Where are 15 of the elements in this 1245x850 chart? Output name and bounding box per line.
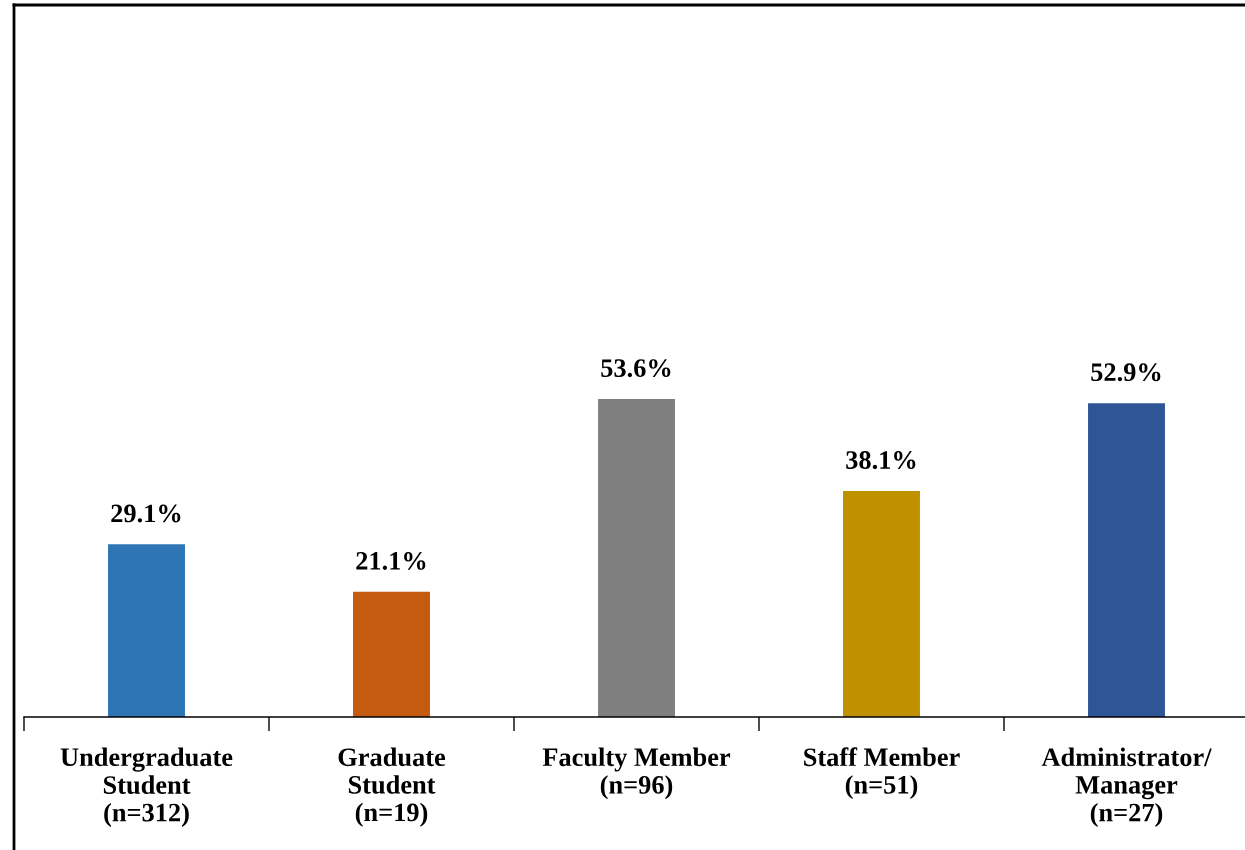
x-tick-label: Graduate Student (n=19) <box>338 747 446 827</box>
bar <box>843 490 920 717</box>
x-tick-label: Faculty Member (n=96) <box>542 747 731 800</box>
x-tick-label: Undergraduate Student (n=312) <box>60 747 233 827</box>
data-label: 52.9% <box>1091 363 1161 382</box>
data-label: 38.1% <box>846 451 916 470</box>
bar <box>108 544 185 717</box>
x-tick-label: Administrator/ Manager (n=27) <box>1041 747 1212 827</box>
data-label: 21.1% <box>356 551 426 570</box>
bar <box>353 591 430 717</box>
x-tick-label: Staff Member (n=51) <box>804 747 960 800</box>
data-label: 29.1% <box>111 504 181 523</box>
bar <box>1088 403 1165 717</box>
data-label: 53.6% <box>601 359 671 378</box>
bar <box>598 398 675 717</box>
